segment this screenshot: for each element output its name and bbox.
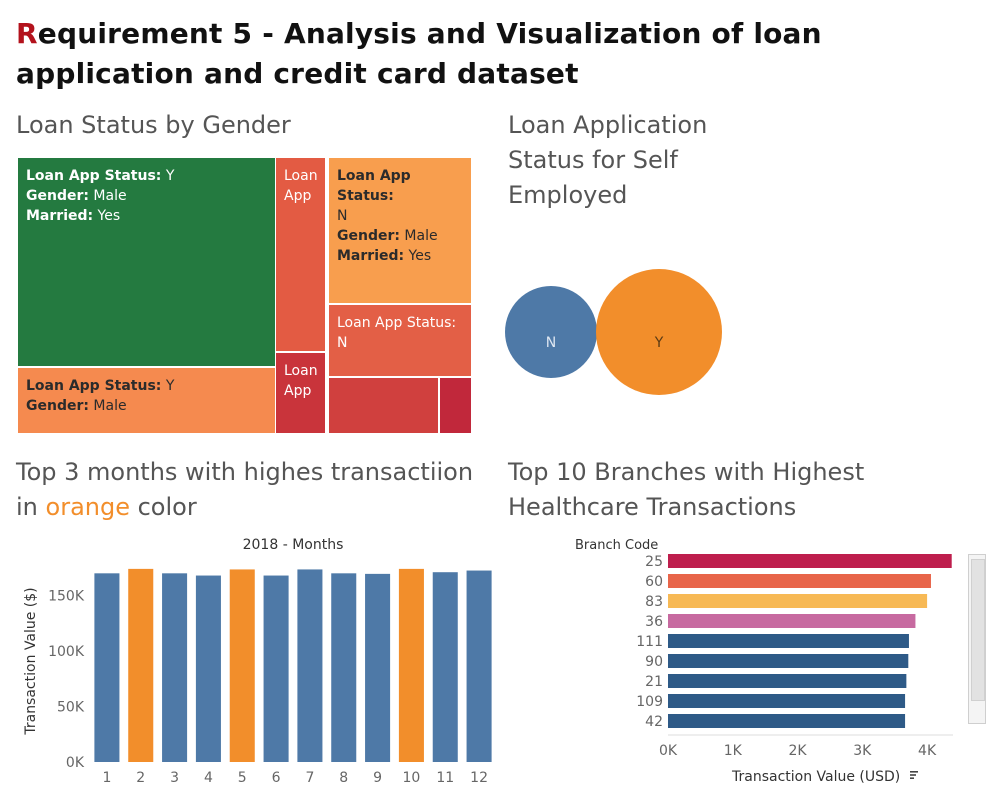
treemap-cell-label: Married: Yes	[26, 208, 121, 224]
bubble-label: Y	[654, 335, 664, 351]
treemap-cell-label: Loan App	[284, 363, 318, 399]
bar-month-5[interactable]	[229, 569, 255, 762]
bar-branch-25[interactable]	[668, 554, 952, 568]
treemap-cell[interactable]: Loan App Status: N	[329, 305, 473, 378]
x-tick-label: 12	[470, 770, 488, 786]
bubble-y[interactable]: Y	[596, 269, 722, 395]
y-tick-label: 50K	[57, 700, 85, 716]
bar-branch-36[interactable]	[668, 614, 916, 628]
y-tick-label: 42	[645, 714, 663, 730]
bar-month-1[interactable]	[94, 573, 120, 762]
treemap-cell-label: Loan App Status:	[337, 315, 457, 331]
title-first-letter: R	[16, 17, 38, 50]
x-tick-label: 5	[238, 770, 247, 786]
treemap-cell-label: N	[337, 335, 348, 351]
treemap-cell-label: Loan App Status: Y	[26, 168, 175, 184]
bar-month-8[interactable]	[331, 573, 357, 762]
x-axis-label: Transaction Value (USD)	[731, 769, 900, 785]
x-tick-label: 3K	[853, 743, 872, 759]
months-bar-chart: 2018 - Months Transaction Value ($) 0K 50K 1…	[23, 537, 492, 786]
y-tick-label: 60	[645, 574, 663, 590]
y-tick-label: 25	[645, 554, 663, 570]
x-tick-label: 0K	[659, 743, 678, 759]
scrollbar-thumb[interactable]	[971, 559, 985, 701]
treemap-cell[interactable]: Loan App	[276, 158, 327, 353]
bar-month-6[interactable]	[263, 575, 289, 762]
bubble-label: N	[545, 335, 557, 351]
x-tick-label: 8	[339, 770, 348, 786]
sort-icon	[910, 771, 918, 779]
treemap-cell[interactable]	[329, 378, 440, 435]
x-tick-label: 4	[204, 770, 213, 786]
treemap-cell-label: Gender: Male	[26, 398, 127, 414]
x-tick-label: 2K	[788, 743, 807, 759]
y-axis-label: Transaction Value ($)	[23, 587, 39, 735]
treemap-cell-label: Loan App	[284, 168, 318, 204]
x-tick-label: 1K	[724, 743, 743, 759]
chart-title: 2018 - Months	[243, 537, 344, 553]
sort-icon-line[interactable]	[910, 774, 916, 776]
x-tick-label: 3	[170, 770, 179, 786]
bar-month-12[interactable]	[466, 570, 492, 762]
bar-month-11[interactable]	[432, 572, 458, 762]
y-tick-label: 150K	[48, 589, 85, 605]
bar-month-4[interactable]	[195, 575, 221, 762]
page-title: Requirement 5 - Analysis and Visualizati…	[16, 14, 976, 94]
x-tick-label: 2	[136, 770, 145, 786]
sort-icon-line[interactable]	[910, 777, 914, 779]
months-chart-title: Top 3 months with highes transactiion in…	[16, 455, 486, 525]
bar-branch-42[interactable]	[668, 714, 906, 728]
treemap-cell[interactable]: Loan App Status: N Gender: Male Married: Ye…	[329, 158, 473, 305]
y-tick-label: 21	[645, 674, 663, 690]
x-tick-label: 9	[373, 770, 382, 786]
bar-branch-83[interactable]	[668, 594, 928, 608]
bar-month-10[interactable]	[398, 568, 424, 762]
bar-branch-21[interactable]	[668, 674, 907, 688]
treemap-cell-label: Loan App Status:	[337, 168, 411, 204]
treemap-cell-label: N	[337, 208, 348, 224]
treemap-cell[interactable]: Loan App	[276, 353, 327, 435]
bar-month-7[interactable]	[297, 569, 323, 762]
y-tick-label: 109	[636, 694, 663, 710]
treemap-cell-label: Loan App Status: Y	[26, 378, 175, 394]
bar-branch-111[interactable]	[668, 634, 909, 648]
treemap-cell-label: Married: Yes	[337, 248, 432, 264]
sort-icon-line[interactable]	[910, 771, 918, 773]
title-rest: equirement 5 - Analysis and Visualizatio…	[16, 17, 822, 90]
treemap-cell[interactable]: Loan App Status: Y Gender: Male	[18, 368, 277, 435]
treemap-cell[interactable]: Loan App Status: Y Gender: Male Married: Y…	[18, 158, 277, 368]
treemap-cell-label: Gender: Male	[337, 228, 438, 244]
y-tick-label: 100K	[48, 644, 85, 660]
treemap-cell[interactable]	[440, 378, 473, 435]
y-tick-label: 0K	[66, 755, 85, 771]
x-tick-label: 1	[102, 770, 111, 786]
x-tick-label: 7	[305, 770, 314, 786]
months-title-highlight: orange	[45, 493, 130, 521]
branches-chart-title: Top 10 Branches with Highest Healthcare …	[508, 458, 865, 521]
bubble-chart-title: Loan Application Status for Self Employe…	[508, 111, 708, 209]
bar-month-3[interactable]	[162, 573, 188, 762]
bar-branch-60[interactable]	[668, 574, 931, 588]
months-title-prefix: Top 3 months with highes transactiion in	[16, 458, 474, 521]
x-tick-label: 4K	[918, 743, 937, 759]
bubble-n[interactable]: N	[505, 286, 597, 378]
y-tick-label: 111	[636, 634, 663, 650]
y-axis-label: Branch Code	[575, 538, 658, 553]
bar-branch-90[interactable]	[668, 654, 909, 668]
y-tick-label: 36	[645, 614, 663, 630]
bar-month-2[interactable]	[128, 568, 154, 762]
y-tick-label: 90	[645, 654, 663, 670]
x-tick-label: 10	[403, 770, 421, 786]
branches-scrollbar[interactable]	[968, 554, 986, 724]
x-tick-label: 11	[436, 770, 454, 786]
months-title-suffix: color	[129, 493, 197, 521]
x-tick-label: 6	[272, 770, 281, 786]
bar-branch-109[interactable]	[668, 694, 906, 708]
bar-month-9[interactable]	[365, 573, 391, 762]
y-tick-label: 83	[645, 594, 663, 610]
treemap-cell-label: Gender: Male	[26, 188, 127, 204]
treemap-title: Loan Status by Gender	[16, 111, 291, 139]
